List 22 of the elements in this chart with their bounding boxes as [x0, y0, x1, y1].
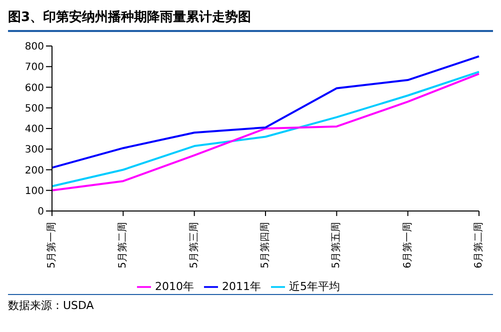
y-tick-label: 400 — [24, 124, 44, 136]
y-tick-label: 0 — [38, 206, 44, 218]
legend-label: 2010年 — [155, 280, 194, 293]
x-tick-label: 6月第一周 — [401, 222, 414, 268]
y-tick-label: 100 — [24, 186, 44, 197]
y-tick-label: 600 — [24, 82, 44, 94]
x-tick-label: 5月第二周 — [116, 222, 129, 268]
y-tick-label: 200 — [24, 165, 44, 176]
x-tick-label: 5月第四周 — [259, 222, 271, 268]
source-note: 数据来源：USDA — [8, 299, 94, 312]
x-tick-label: 6月第二周 — [472, 222, 484, 268]
x-tick-label: 5月第一周 — [46, 222, 58, 268]
y-tick-label: 500 — [24, 103, 44, 114]
y-tick-label: 700 — [24, 62, 44, 74]
legend-label: 2011年 — [222, 280, 261, 293]
chart-title: 图3、印第安纳州播种期降雨量累计走势图 — [8, 8, 493, 32]
x-tick-label: 5月第三周 — [188, 222, 200, 268]
legend-label: 近5年平均 — [289, 280, 340, 293]
line-series — [51, 55, 480, 169]
y-tick-label: 800 — [24, 42, 44, 53]
y-tick-label: 300 — [24, 144, 44, 156]
x-tick-label: 5月第五周 — [330, 222, 342, 268]
